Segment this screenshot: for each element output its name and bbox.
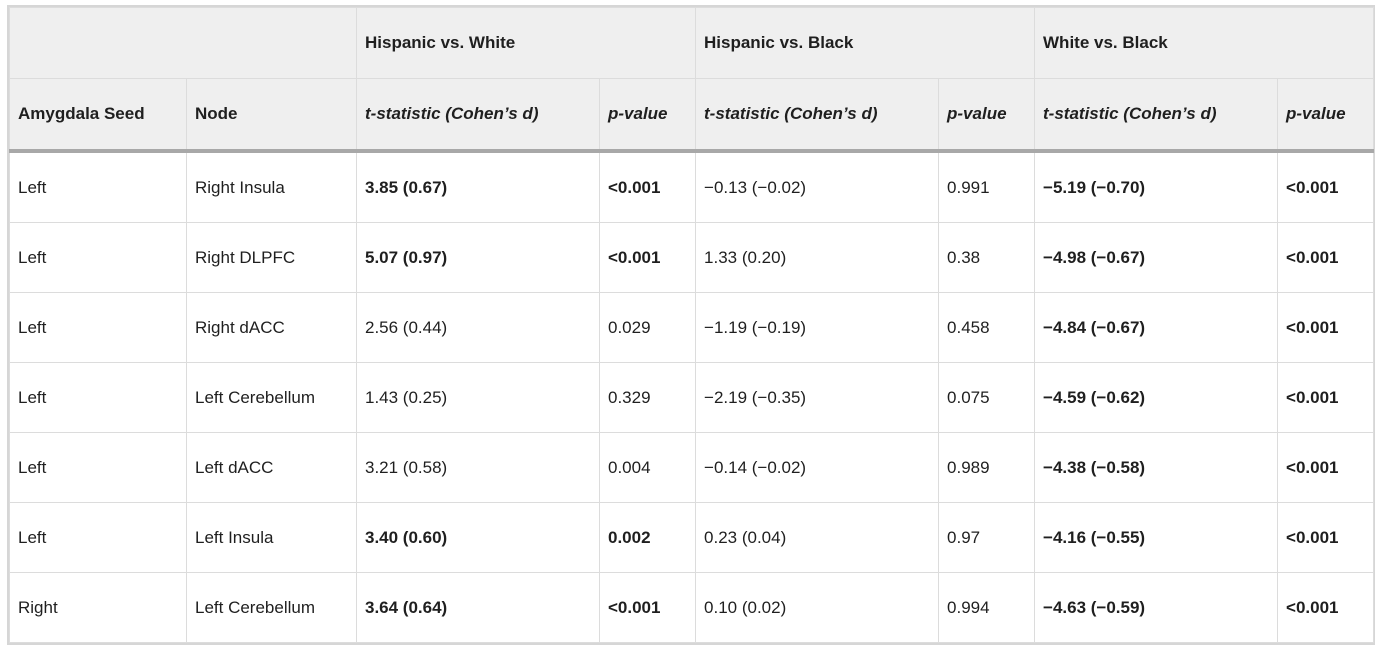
cell-hw-p: 0.002 — [598, 502, 697, 573]
cell-node: Right Insula — [186, 150, 357, 223]
cell-node: Left Cerebellum — [186, 572, 357, 643]
cell-hb-p: 0.38 — [938, 222, 1036, 293]
cell-seed: Left — [9, 292, 187, 363]
col-header-hb-t-statistic: t-statistic (Cohen’s d) — [695, 78, 940, 153]
table-row: Left Right DLPFC 5.07 (0.97) <0.001 1.33 (0.… — [9, 222, 1375, 293]
cell-hw-t: 3.40 (0.60) — [356, 502, 600, 573]
cell-hw-p: <0.001 — [598, 222, 697, 293]
cell-hw-t: 5.07 (0.97) — [356, 222, 600, 293]
cell-seed: Left — [9, 362, 187, 433]
cell-hw-p: <0.001 — [598, 572, 697, 643]
col-header-wb-p-value: p-value — [1277, 78, 1375, 153]
cell-wb-t: −5.19 (−0.70) — [1034, 150, 1279, 223]
cell-node: Left Cerebellum — [186, 362, 357, 433]
cell-wb-p: <0.001 — [1277, 432, 1375, 503]
cell-hb-p: 0.991 — [938, 150, 1036, 223]
cell-hb-t: 1.33 (0.20) — [695, 222, 940, 293]
cell-hw-t: 1.43 (0.25) — [356, 362, 600, 433]
col-header-hw-p-value: p-value — [598, 78, 697, 153]
cell-hw-p: <0.001 — [598, 150, 697, 223]
cell-seed: Left — [9, 432, 187, 503]
col-header-hw-t-statistic: t-statistic (Cohen’s d) — [356, 78, 600, 153]
results-table-container: Hispanic vs. White Hispanic vs. Black Wh… — [7, 5, 1375, 645]
cell-node: Right dACC — [186, 292, 357, 363]
cell-hb-t: −0.13 (−0.02) — [695, 150, 940, 223]
col-header-node: Node — [186, 78, 357, 153]
col-header-hb-p-value: p-value — [938, 78, 1036, 153]
results-table: Hispanic vs. White Hispanic vs. Black Wh… — [9, 7, 1375, 643]
cell-hw-t: 3.21 (0.58) — [356, 432, 600, 503]
cell-hb-p: 0.989 — [938, 432, 1036, 503]
group-header-row: Hispanic vs. White Hispanic vs. Black Wh… — [9, 7, 1375, 79]
group-header-empty — [9, 7, 357, 79]
cell-node: Left dACC — [186, 432, 357, 503]
group-header-white-vs-black: White vs. Black — [1034, 7, 1375, 79]
cell-wb-t: −4.98 (−0.67) — [1034, 222, 1279, 293]
cell-hb-p: 0.075 — [938, 362, 1036, 433]
cell-hb-t: −1.19 (−0.19) — [695, 292, 940, 363]
group-header-hispanic-vs-black: Hispanic vs. Black — [695, 7, 1036, 79]
table-row: Left Left Insula 3.40 (0.60) 0.002 0.23 (0.0… — [9, 502, 1375, 573]
column-header-row: Amygdala Seed Node t-statistic (Cohen’s … — [9, 78, 1375, 153]
cell-wb-p: <0.001 — [1277, 362, 1375, 433]
cell-hw-p: 0.329 — [598, 362, 697, 433]
table-row: Left Right dACC 2.56 (0.44) 0.029 −1.19 (−0.… — [9, 292, 1375, 363]
cell-hb-p: 0.458 — [938, 292, 1036, 363]
cell-seed: Left — [9, 222, 187, 293]
cell-hb-p: 0.994 — [938, 572, 1036, 643]
cell-node: Left Insula — [186, 502, 357, 573]
cell-seed: Left — [9, 502, 187, 573]
table-row: Right Left Cerebellum 3.64 (0.64) <0.001 0.1… — [9, 572, 1375, 643]
cell-wb-t: −4.16 (−0.55) — [1034, 502, 1279, 573]
group-header-hispanic-vs-white: Hispanic vs. White — [355, 7, 697, 79]
cell-wb-p: <0.001 — [1277, 502, 1375, 573]
table-row: Left Right Insula 3.85 (0.67) <0.001 −0.13 (… — [9, 150, 1375, 223]
cell-hb-t: −0.14 (−0.02) — [695, 432, 940, 503]
cell-hw-p: 0.004 — [598, 432, 697, 503]
col-header-wb-t-statistic: t-statistic (Cohen’s d) — [1034, 78, 1279, 153]
cell-node: Right DLPFC — [186, 222, 357, 293]
table-body: Left Right Insula 3.85 (0.67) <0.001 −0.13 (… — [9, 150, 1375, 643]
cell-wb-p: <0.001 — [1277, 150, 1375, 223]
table-row: Left Left dACC 3.21 (0.58) 0.004 −0.14 (−0.0… — [9, 432, 1375, 503]
cell-hw-p: 0.029 — [598, 292, 697, 363]
cell-hw-t: 3.85 (0.67) — [356, 150, 600, 223]
cell-seed: Right — [9, 572, 187, 643]
col-header-amygdala-seed: Amygdala Seed — [9, 78, 187, 153]
cell-hb-t: −2.19 (−0.35) — [695, 362, 940, 433]
cell-wb-t: −4.59 (−0.62) — [1034, 362, 1279, 433]
cell-hb-t: 0.10 (0.02) — [695, 572, 940, 643]
cell-wb-p: <0.001 — [1277, 572, 1375, 643]
table-row: Left Left Cerebellum 1.43 (0.25) 0.329 −2.19… — [9, 362, 1375, 433]
cell-hw-t: 2.56 (0.44) — [356, 292, 600, 363]
cell-wb-p: <0.001 — [1277, 222, 1375, 293]
cell-wb-t: −4.63 (−0.59) — [1034, 572, 1279, 643]
cell-hb-t: 0.23 (0.04) — [695, 502, 940, 573]
cell-wb-t: −4.84 (−0.67) — [1034, 292, 1279, 363]
cell-hw-t: 3.64 (0.64) — [356, 572, 600, 643]
cell-seed: Left — [9, 150, 187, 223]
cell-wb-t: −4.38 (−0.58) — [1034, 432, 1279, 503]
cell-hb-p: 0.97 — [938, 502, 1036, 573]
cell-wb-p: <0.001 — [1277, 292, 1375, 363]
